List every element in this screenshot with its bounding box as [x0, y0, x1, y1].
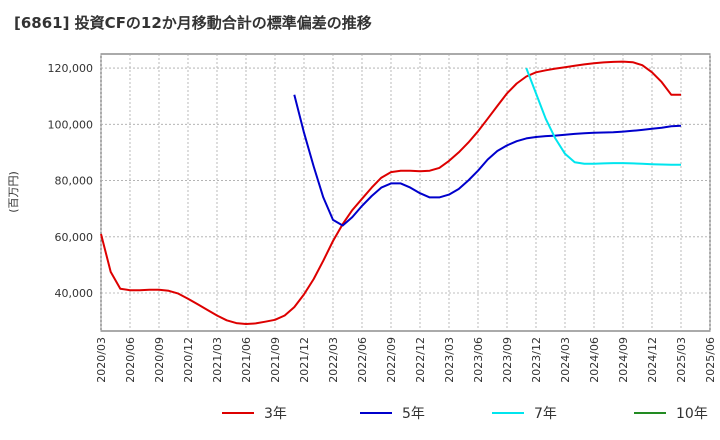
- y-tick-label: 60,000: [55, 231, 94, 244]
- x-tick-label: 2024/03: [559, 337, 572, 383]
- legend-label: 3年: [264, 406, 287, 422]
- x-tick-label: 2021/03: [211, 337, 224, 383]
- series-line-3: [525, 67, 681, 166]
- legend: 3年 5年 7年 10年: [222, 406, 708, 422]
- y-axis-label: (百万円): [7, 171, 20, 213]
- grid: [100, 54, 711, 331]
- x-tick-label: 2021/12: [298, 337, 311, 383]
- x-tick-label: 2021/09: [269, 337, 282, 383]
- series-lines: [100, 60, 682, 325]
- x-tick-label: 2024/12: [646, 337, 659, 383]
- x-tick-label: 2020/06: [124, 337, 137, 383]
- legend-label: 10年: [676, 406, 708, 422]
- x-tick-label: 2025/03: [675, 337, 688, 383]
- plot-area: [100, 53, 711, 332]
- x-tick-label: 2023/03: [443, 337, 456, 383]
- y-tick-label: 100,000: [48, 118, 94, 131]
- legend-label: 5年: [402, 406, 425, 422]
- x-tick-label: 2020/03: [95, 337, 108, 383]
- x-tick-label: 2025/06: [704, 337, 717, 383]
- chart-title: [6861] 投資CFの12か月移動合計の標準偏差の推移: [14, 14, 372, 32]
- x-tick-label: 2024/09: [617, 337, 630, 383]
- x-tick-label: 2021/06: [240, 337, 253, 383]
- x-tick-label: 2022/12: [414, 337, 427, 383]
- x-tick-label: 2024/06: [588, 337, 601, 383]
- x-tick-label: 2023/06: [472, 337, 485, 383]
- x-tick-label: 2022/09: [385, 337, 398, 383]
- x-tick-label: 2023/12: [530, 337, 543, 383]
- x-tick-label: 2022/03: [327, 337, 340, 383]
- series-line-2: [293, 94, 682, 227]
- x-tick-label: 2020/09: [153, 337, 166, 383]
- y-tick-label: 40,000: [55, 287, 94, 300]
- x-tick-label: 2022/06: [356, 337, 369, 383]
- axes: 2020/03 2020/06 2020/09 2020/12 2021/03 2021/…: [48, 62, 718, 383]
- legend-label: 7年: [534, 406, 557, 422]
- x-tick-label: 2023/09: [501, 337, 514, 383]
- series-line-1: [100, 60, 681, 325]
- y-tick-label: 80,000: [55, 175, 94, 188]
- y-tick-label: 120,000: [48, 62, 94, 75]
- x-tick-label: 2020/12: [182, 337, 195, 383]
